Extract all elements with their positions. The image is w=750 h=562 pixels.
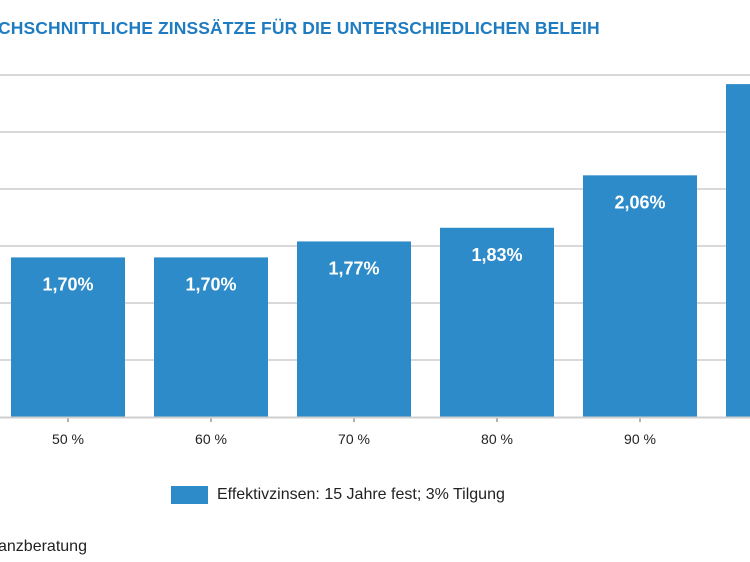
- data-label: 2,06%: [614, 192, 665, 212]
- legend-swatch: [171, 486, 208, 504]
- data-label: 1,83%: [471, 245, 522, 265]
- x-tick-label: 50 %: [52, 431, 84, 447]
- bar: [154, 257, 268, 417]
- chart-title: CHSCHNITTLICHE ZINSSÄTZE FÜR DIE UNTERSC…: [0, 18, 600, 38]
- data-label: 1,77%: [328, 258, 379, 278]
- data-label: 1,70%: [42, 274, 93, 294]
- legend-label: Effektivzinsen: 15 Jahre fest; 3% Tilgun…: [217, 486, 505, 503]
- x-tick-label: 90 %: [624, 431, 656, 447]
- bar: [440, 227, 554, 417]
- x-tick-label: 70 %: [338, 431, 370, 447]
- source-note: anzberatung: [0, 538, 87, 555]
- data-label: 1,70%: [185, 274, 236, 294]
- bar: [11, 257, 125, 417]
- bar: [297, 241, 411, 417]
- bar: [583, 175, 697, 417]
- x-tick-label: 80 %: [481, 431, 513, 447]
- bar: [726, 84, 750, 418]
- x-tick-label: 60 %: [195, 431, 227, 447]
- legend: Effektivzinsen: 15 Jahre fest; 3% Tilgun…: [171, 486, 505, 504]
